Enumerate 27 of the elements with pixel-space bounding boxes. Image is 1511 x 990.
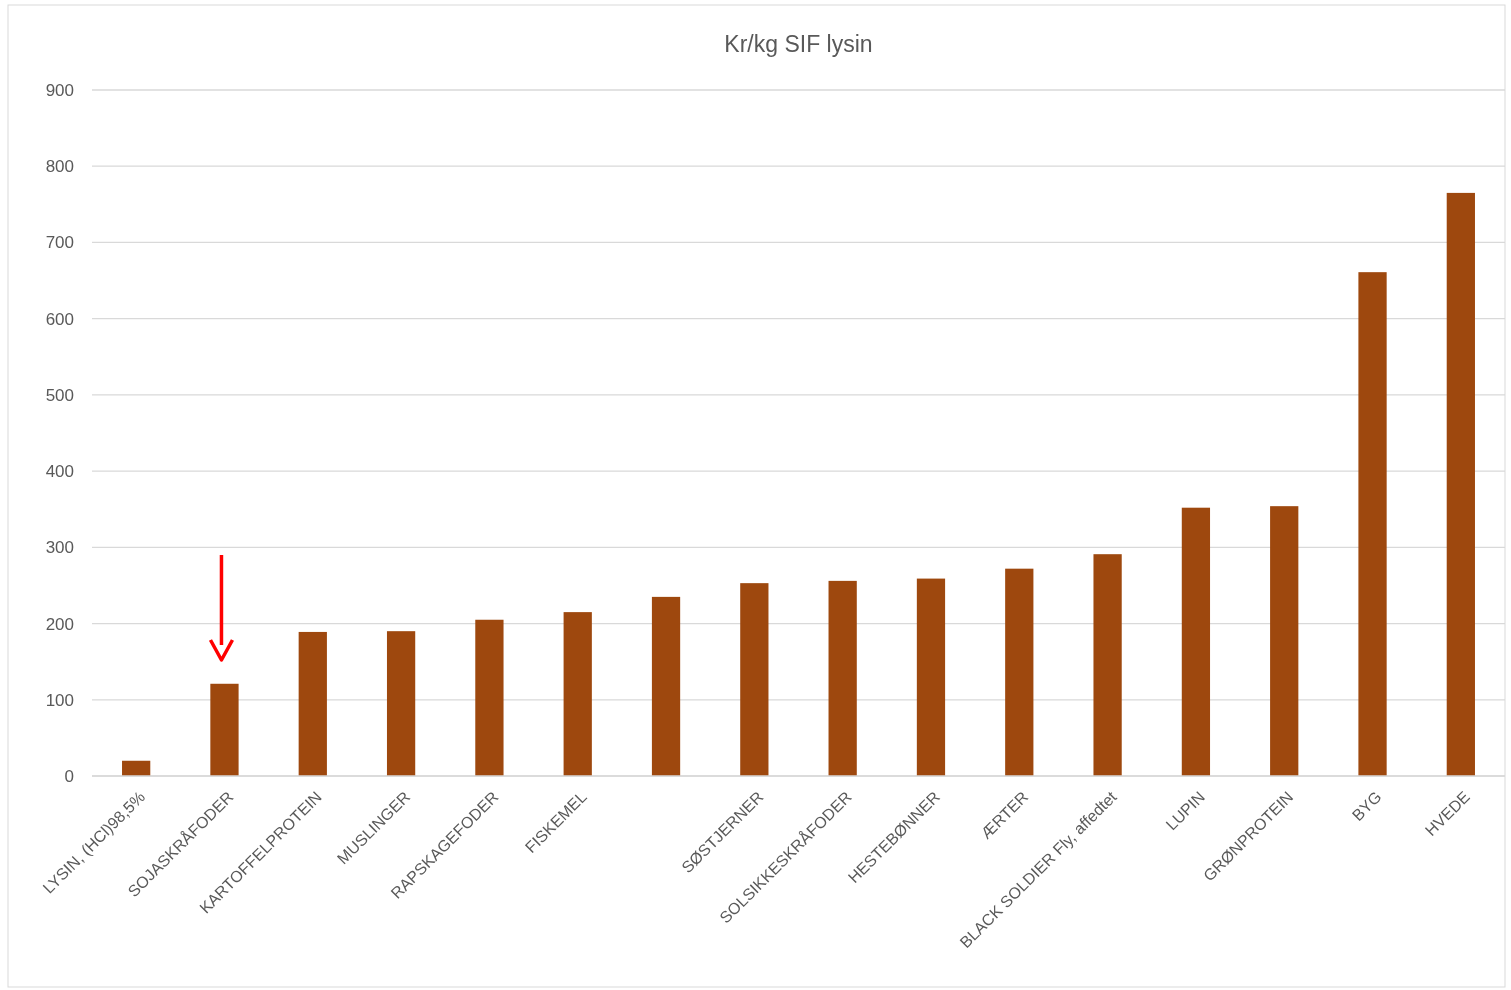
bar [1005, 568, 1034, 776]
bar [828, 580, 857, 776]
bar [1181, 507, 1211, 776]
bar [740, 583, 769, 776]
bar [1093, 554, 1122, 776]
bar [1446, 192, 1475, 776]
y-tick-label: 500 [45, 385, 74, 405]
y-tick-label: 200 [45, 614, 74, 634]
y-tick-label: 600 [45, 309, 74, 329]
bar [916, 578, 946, 776]
bar [1358, 272, 1387, 776]
bar [1270, 506, 1299, 776]
bar [651, 596, 681, 776]
chart-title: Kr/kg SIF lysin [724, 31, 873, 57]
bar [563, 612, 592, 776]
y-tick-label: 900 [45, 80, 74, 100]
y-tick-label: 0 [64, 766, 74, 786]
bar [298, 631, 327, 776]
bar [386, 631, 416, 776]
y-tick-label: 700 [45, 233, 74, 253]
bar [475, 619, 504, 776]
bar [210, 683, 239, 776]
y-tick-label: 400 [45, 462, 74, 482]
bar [122, 760, 151, 776]
y-tick-label: 300 [45, 538, 74, 558]
y-tick-label: 800 [45, 157, 74, 177]
y-tick-label: 100 [45, 690, 74, 710]
